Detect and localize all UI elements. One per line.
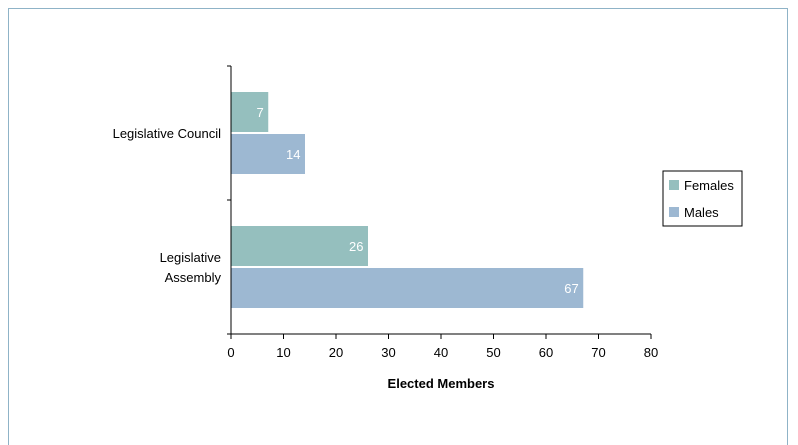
bar-females-0 — [231, 92, 269, 132]
x-tick-label-2: 20 — [329, 345, 343, 360]
bar-males-1 — [231, 268, 584, 308]
x-tick-label-4: 40 — [434, 345, 448, 360]
y-category-label-1-line-1: Assembly — [165, 270, 222, 285]
legend-label-males: Males — [684, 205, 719, 220]
x-tick-label-3: 30 — [381, 345, 395, 360]
y-category-label-1-line-0: Legislative — [160, 250, 221, 265]
legend-label-females: Females — [684, 178, 734, 193]
x-axis-title: Elected Members — [388, 376, 495, 391]
bars-group: 7 14 26 67 — [231, 92, 584, 308]
x-tick-label-7: 70 — [591, 345, 605, 360]
x-tick-label-0: 0 — [227, 345, 234, 360]
data-label-females-1: 26 — [349, 239, 363, 254]
chart-frame — [8, 8, 788, 445]
y-category-labels: Legislative Council Legislative Assembly — [113, 65, 231, 335]
bar-males-0 — [231, 134, 305, 174]
x-tick-label-1: 10 — [276, 345, 290, 360]
x-ticks-group: 0 10 20 30 40 50 60 70 80 — [227, 334, 658, 360]
x-tick-label-6: 60 — [539, 345, 553, 360]
legend-swatch-females — [669, 180, 679, 190]
legend: Females Males — [662, 170, 743, 227]
legend-swatch-males — [669, 207, 679, 217]
data-label-females-0: 7 — [257, 105, 264, 120]
x-tick-label-8: 80 — [644, 345, 658, 360]
y-category-label-0-line-0: Legislative Council — [113, 126, 222, 141]
bar-females-1 — [231, 226, 368, 266]
data-label-males-0: 14 — [286, 147, 300, 162]
data-label-males-1: 67 — [564, 281, 578, 296]
x-tick-label-5: 50 — [486, 345, 500, 360]
